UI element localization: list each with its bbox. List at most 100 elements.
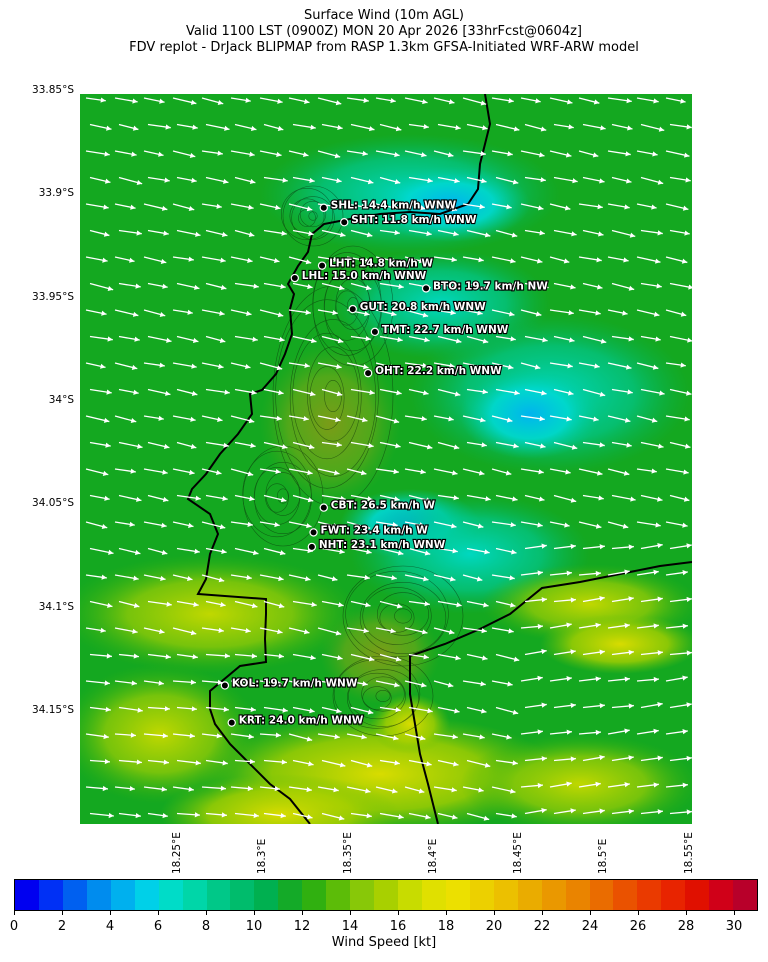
wind-arrow — [292, 388, 316, 397]
wind-arrow — [495, 282, 517, 289]
contour-line — [376, 592, 430, 636]
colorbar-segment — [278, 880, 303, 910]
wind-arrow — [466, 547, 490, 555]
wind-arrow — [259, 362, 283, 371]
wind-arrow — [611, 335, 634, 342]
wind-arrow — [172, 256, 194, 262]
wind-arrow — [549, 203, 571, 211]
wind-arrow — [404, 203, 426, 211]
contour-line — [299, 200, 327, 228]
station-label: SHT: 11.8 km/h WNW — [351, 214, 477, 226]
wind-arrow — [292, 494, 314, 503]
station-krt: KRT: 24.0 km/h WNW — [227, 714, 365, 728]
wind-arrow — [578, 362, 600, 369]
wind-arrow — [611, 441, 632, 448]
wind-arrow — [466, 600, 489, 608]
wind-arrow — [578, 521, 602, 529]
wind-arrows — [85, 97, 692, 821]
wind-arrow — [549, 521, 570, 528]
colorbar-tick-label: 12 — [293, 919, 311, 934]
station-lht: LHT: 14.8 km/h W — [317, 257, 435, 271]
wind-arrow — [375, 627, 396, 634]
wind-arrow — [611, 596, 634, 603]
contour-line — [298, 209, 316, 227]
wind-arrow — [582, 123, 606, 131]
wind-arrow — [462, 786, 484, 793]
colorbar-segment — [733, 880, 758, 910]
colorbar-tick-label: 20 — [485, 919, 503, 934]
wind-arrow — [636, 676, 659, 683]
colorbar-segment — [15, 880, 39, 910]
colorbar-segment — [206, 880, 231, 910]
wind-arrow — [147, 600, 172, 607]
colorbar-segment — [469, 880, 494, 910]
wind-arrow — [263, 706, 288, 713]
wind-arrow — [288, 97, 310, 105]
wind-arrow — [553, 176, 578, 184]
wind-arrow — [263, 282, 286, 289]
wind-arrow — [582, 176, 605, 184]
wind-arrow — [379, 335, 403, 343]
wind-arrow — [636, 521, 661, 528]
station-lhl: LHL: 15.0 km/h WNW — [290, 269, 428, 283]
wind-arrow — [466, 653, 488, 661]
wind-arrow — [462, 733, 485, 740]
wind-arrow — [408, 176, 433, 184]
wind-arrow — [607, 415, 631, 423]
wind-arrow — [379, 653, 402, 662]
wind-arrow — [321, 547, 345, 555]
wind-arrow — [118, 812, 141, 819]
wind-arrow — [433, 362, 455, 369]
wind-arrow — [230, 97, 251, 103]
wind-arrow — [437, 494, 459, 501]
wind-arrow — [205, 441, 229, 448]
wind-arrow — [582, 808, 605, 815]
colorbar-segment — [421, 880, 446, 910]
wind-arrow — [172, 786, 194, 792]
contour-line — [375, 689, 391, 703]
wind-arrow — [466, 123, 488, 131]
wind-arrow — [491, 256, 516, 264]
wind-arrow — [636, 97, 659, 104]
wind-arrow — [143, 680, 164, 686]
wind-arrow — [549, 468, 571, 475]
wind-arrow — [520, 675, 543, 682]
wind-arrow — [346, 468, 367, 476]
wind-arrow — [640, 388, 665, 396]
wind-arrow — [292, 282, 313, 290]
title-line-2: Valid 1100 LST (0900Z) MON 20 Apr 2026 [… — [186, 24, 582, 39]
wind-arrow — [317, 468, 340, 476]
wind-arrow — [611, 494, 636, 502]
wind-arrow — [143, 97, 165, 104]
station-label: NHT: 23.1 km/h WNW — [319, 539, 446, 551]
wind-arrow — [288, 574, 311, 582]
wind-arrow — [491, 680, 513, 687]
wind-arrow — [404, 150, 427, 158]
wind-arrow — [317, 415, 341, 423]
contour-line — [242, 450, 312, 538]
wind-arrow — [408, 706, 433, 714]
wind-arrow — [553, 123, 574, 130]
wind-arrow — [143, 362, 165, 368]
station-label: BTO: 19.7 km/h NW — [433, 280, 548, 292]
wind-arrow — [350, 282, 372, 291]
wind-arrow — [205, 123, 230, 131]
wind-arrow — [578, 309, 601, 316]
wind-arrow — [259, 309, 284, 318]
wind-arrow — [524, 807, 547, 815]
wind-arrow — [466, 441, 487, 448]
wind-arrow — [379, 812, 404, 820]
wind-arrow — [520, 309, 542, 317]
wind-arrow — [495, 706, 519, 715]
wind-arrow — [466, 706, 487, 714]
wind-arrow — [495, 123, 520, 132]
wind-arrow — [85, 574, 107, 580]
colorbar-tick-mark — [254, 911, 255, 915]
wind-arrow — [172, 203, 195, 211]
station-kol: KOL: 19.7 km/h WNW — [220, 676, 359, 691]
wind-arrow — [147, 653, 171, 660]
wind-arrow — [433, 97, 455, 105]
wind-arrow — [607, 728, 630, 735]
wind-arrow — [578, 203, 603, 210]
wind-arrow — [292, 759, 314, 767]
